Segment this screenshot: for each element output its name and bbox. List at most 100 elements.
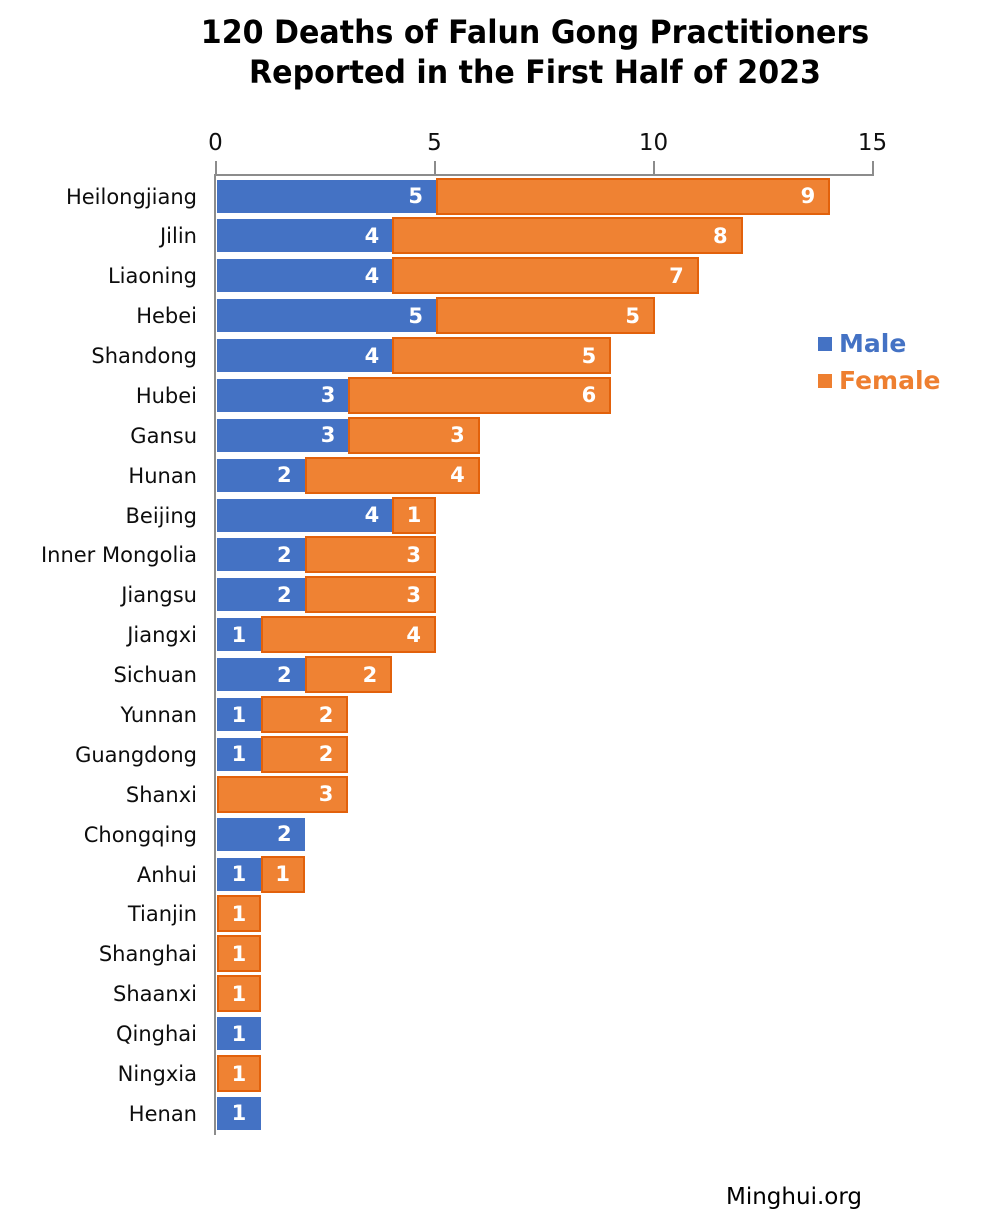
bar-value-label: 2 [362, 662, 378, 687]
male-bar-segment: 1 [217, 1096, 261, 1130]
chart-row-inner-mongolia: Inner Mongolia 2 3 [0, 536, 1000, 574]
bar-value-label: 2 [318, 702, 334, 727]
x-axis-tick-label-10: 10 [638, 130, 669, 156]
bar-value-label: 4 [364, 343, 380, 368]
female-bar-segment: 1 [217, 895, 261, 933]
chart-row-heilongjiang: Heilongjiang 5 9 [0, 177, 1000, 215]
bar-value-label: 1 [231, 901, 247, 926]
bar-value-label: 7 [669, 263, 684, 288]
legend: Male Female [818, 329, 941, 404]
male-bar-segment: 4 [217, 498, 393, 532]
category-label: Qinghai [115, 1022, 197, 1047]
male-bar-segment: 5 [217, 299, 436, 333]
chart-row-guangdong: Guangdong 1 2 [0, 735, 1000, 773]
chart-row-jiangxi: Jiangxi 1 4 [0, 616, 1000, 654]
bar-value-label: 1 [275, 862, 290, 887]
bar-value-label: 2 [276, 463, 292, 488]
bar-value-label: 2 [276, 582, 292, 607]
female-bar-segment: 8 [392, 217, 743, 255]
female-bar-segment: 1 [217, 1055, 261, 1092]
chart-title-line-2: Reported in the First Half of 2023 [249, 53, 821, 91]
chart-row-jiangsu: Jiangsu 2 3 [0, 576, 1000, 614]
category-label: Jiangsu [121, 583, 197, 608]
category-label: Guangdong [75, 742, 197, 767]
male-bar-segment: 1 [217, 737, 261, 771]
bar-value-label: 3 [406, 542, 421, 567]
chart-row-shanxi: Shanxi 3 [0, 775, 1000, 813]
female-bar-segment: 1 [217, 935, 261, 973]
chart-row-anhui: Anhui 1 1 [0, 855, 1000, 893]
bar-value-label: 1 [231, 1061, 247, 1086]
male-bar-segment: 2 [217, 538, 305, 572]
male-bar-segment: 4 [217, 219, 393, 253]
chart-row-hunan: Hunan 2 4 [0, 456, 1000, 494]
bar-value-label: 2 [276, 542, 292, 567]
category-label: Gansu [130, 423, 197, 448]
x-axis-tick-label-5: 5 [427, 130, 442, 156]
x-axis-tick-label-0: 0 [208, 130, 223, 156]
bar-value-label: 3 [320, 423, 336, 448]
female-bar-segment: 2 [260, 696, 349, 734]
bar-value-label: 1 [231, 981, 247, 1006]
bar-value-label: 5 [408, 303, 423, 328]
male-bar-segment: 3 [217, 378, 349, 412]
chart-row-shaanxi: Shaanxi 1 [0, 975, 1000, 1013]
chart-row-shandong: Shandong 4 5 [0, 337, 1000, 375]
bar-value-label: 4 [364, 223, 380, 248]
male-bar-segment: 2 [217, 658, 305, 692]
female-bar-segment: 1 [260, 855, 305, 893]
female-bar-segment: 3 [348, 416, 480, 454]
chart-row-hebei: Hebei 5 5 [0, 297, 1000, 335]
bar-value-label: 4 [364, 263, 380, 288]
bar-value-label: 3 [318, 782, 334, 807]
male-bar-segment: 1 [217, 618, 261, 652]
category-label: Jilin [159, 224, 197, 249]
male-bar-segment: 1 [217, 857, 261, 891]
category-label: Hubei [135, 383, 197, 408]
bar-value-label: 3 [320, 383, 336, 408]
bar-value-label: 1 [231, 622, 247, 647]
chart-title-line-1: 120 Deaths of Falun Gong Practitioners [200, 13, 870, 51]
bar-value-label: 5 [581, 343, 597, 368]
male-bar-segment: 1 [217, 698, 261, 732]
bar-value-label: 1 [231, 702, 247, 727]
category-label: Sichuan [113, 663, 197, 688]
female-bar-segment: 3 [304, 536, 436, 574]
chart-row-sichuan: Sichuan 2 2 [0, 656, 1000, 694]
category-label: Henan [128, 1101, 197, 1126]
female-bar-segment: 2 [260, 735, 349, 773]
chart-row-hubei: Hubei 3 6 [0, 376, 1000, 414]
legend-label-female: Female [839, 366, 941, 395]
bar-value-label: 4 [406, 622, 421, 647]
category-label: Beijing [125, 503, 197, 528]
bar-value-label: 1 [231, 1021, 247, 1046]
chart-row-chongqing: Chongqing 2 [0, 817, 1000, 851]
bar-value-label: 5 [408, 184, 423, 208]
category-label: Inner Mongolia [40, 543, 197, 568]
category-label: Chongqing [83, 822, 197, 847]
bar-value-label: 1 [406, 503, 422, 528]
legend-label-male: Male [839, 329, 907, 358]
male-legend-swatch-icon [818, 336, 832, 351]
male-bar-segment: 5 [217, 179, 436, 213]
bar-value-label: 2 [276, 662, 292, 687]
category-label: Ningxia [117, 1062, 197, 1086]
chart-row-gansu: Gansu 3 3 [0, 416, 1000, 454]
bar-value-label: 9 [800, 184, 816, 208]
category-label: Hunan [128, 463, 197, 488]
category-label: Shanghai [98, 942, 197, 967]
chart-row-henan: Henan 1 [0, 1096, 1000, 1130]
category-label: Tianjin [127, 902, 197, 927]
legend-item-male: Male [818, 329, 940, 358]
male-bar-segment: 4 [217, 259, 393, 293]
bar-value-label: 1 [231, 742, 247, 767]
male-bar-segment: 3 [217, 418, 349, 452]
female-bar-segment: 2 [304, 656, 393, 694]
female-bar-segment: 1 [217, 975, 261, 1013]
chart-row-tianjin: Tianjin 1 [0, 895, 1000, 933]
female-bar-segment: 5 [392, 337, 612, 375]
female-legend-swatch-icon [818, 373, 832, 388]
category-label: Hebei [136, 304, 197, 329]
